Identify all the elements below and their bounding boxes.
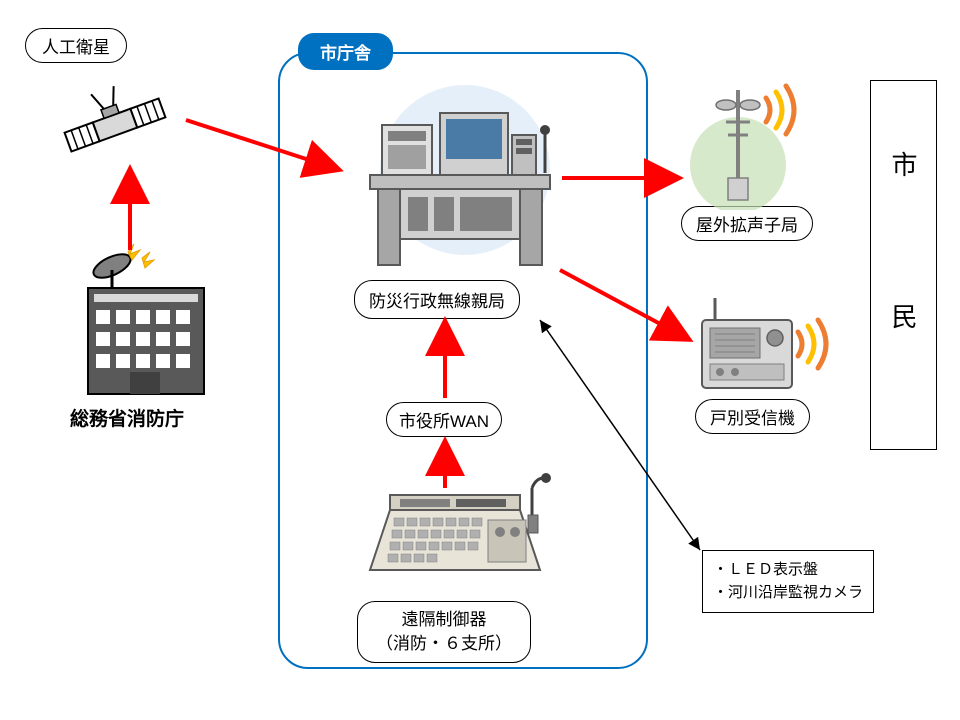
satellite-label: 人工衛星	[25, 28, 127, 63]
remote-control-line2: （消防・６支所）	[376, 634, 512, 653]
remote-control-label: 遠隔制御器 （消防・６支所）	[357, 601, 531, 663]
info-box: ・ＬＥＤ表示盤 ・河川沿岸監視カメラ	[702, 550, 874, 613]
info-line1: ・ＬＥＤ表示盤	[713, 559, 863, 582]
satellite-icon	[55, 70, 175, 180]
wan-label: 市役所WAN	[386, 402, 502, 437]
master-station-label: 防災行政無線親局	[354, 280, 520, 319]
master-station-icon	[330, 85, 580, 275]
speaker-station-label: 屋外拡声子局	[681, 206, 813, 241]
citizens-box: 市 民	[870, 80, 937, 450]
info-line2: ・河川沿岸監視カメラ	[713, 582, 863, 605]
city-hall-tab: 市庁舎	[298, 33, 393, 70]
speaker-antenna-icon	[678, 80, 828, 210]
remote-control-line1: 遠隔制御器	[402, 610, 487, 629]
building-icon	[70, 240, 220, 400]
radio-icon	[690, 290, 850, 400]
receiver-label: 戸別受信機	[695, 399, 810, 434]
fire-agency-label: 総務省消防庁	[70, 404, 184, 431]
remote-controller-icon	[360, 470, 560, 600]
